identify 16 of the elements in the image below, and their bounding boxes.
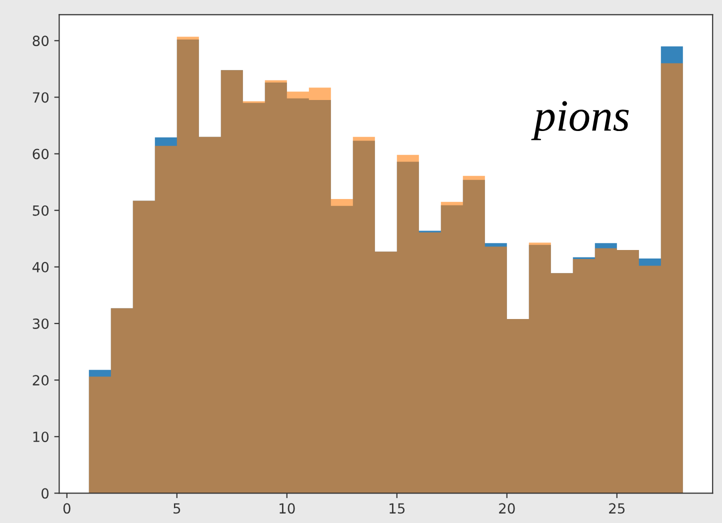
x-tick-label: 10 (280, 503, 295, 514)
y-tick-label: 30 (32, 318, 49, 329)
x-tick-label: 0 (63, 503, 70, 514)
annotation: pions (531, 101, 629, 140)
x-tick-label: 25 (609, 503, 625, 514)
x-tick-label: 15 (390, 503, 405, 514)
y-tick-label: 40 (32, 262, 49, 272)
y-tick-label: 70 (32, 92, 49, 103)
x-tick-label: 5 (174, 503, 180, 514)
x-tick-label: 20 (499, 503, 515, 514)
y-tick-label: 20 (32, 375, 49, 386)
y-tick-label: 60 (32, 148, 49, 160)
y-tick-label: 0 (42, 488, 49, 499)
y-tick-label: 80 (32, 36, 49, 46)
y-tick-label: 10 (33, 432, 49, 442)
y-tick-label: 50 (32, 205, 49, 216)
